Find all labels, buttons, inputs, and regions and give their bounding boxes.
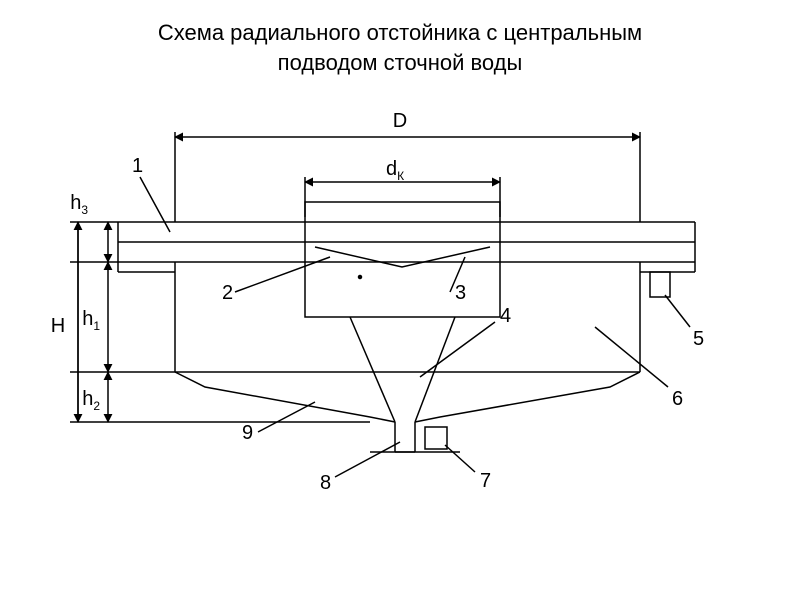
label-7: 7	[480, 470, 491, 492]
title-line-2: подводом сточной воды	[278, 50, 523, 75]
dim-h3: h3	[70, 192, 88, 217]
dim-D: D	[393, 110, 407, 132]
dim-h1: h1	[82, 308, 100, 333]
dim-h2: h2	[82, 388, 100, 413]
label-9: 9	[242, 422, 253, 444]
schematic-svg: D dК H h3 h1 h2 1 2 3 4 5 6 7 8 9	[0, 77, 800, 597]
diagram-title: Схема радиального отстойника с центральн…	[0, 0, 800, 77]
dim-H: H	[51, 315, 65, 337]
title-line-1: Схема радиального отстойника с центральн…	[158, 20, 642, 45]
label-2: 2	[222, 282, 233, 304]
label-4: 4	[500, 305, 511, 327]
label-8: 8	[320, 472, 331, 494]
label-6: 6	[672, 388, 683, 410]
label-3: 3	[455, 282, 466, 304]
label-1: 1	[132, 155, 143, 177]
label-5: 5	[693, 328, 704, 350]
dim-dK: dК	[386, 158, 404, 183]
